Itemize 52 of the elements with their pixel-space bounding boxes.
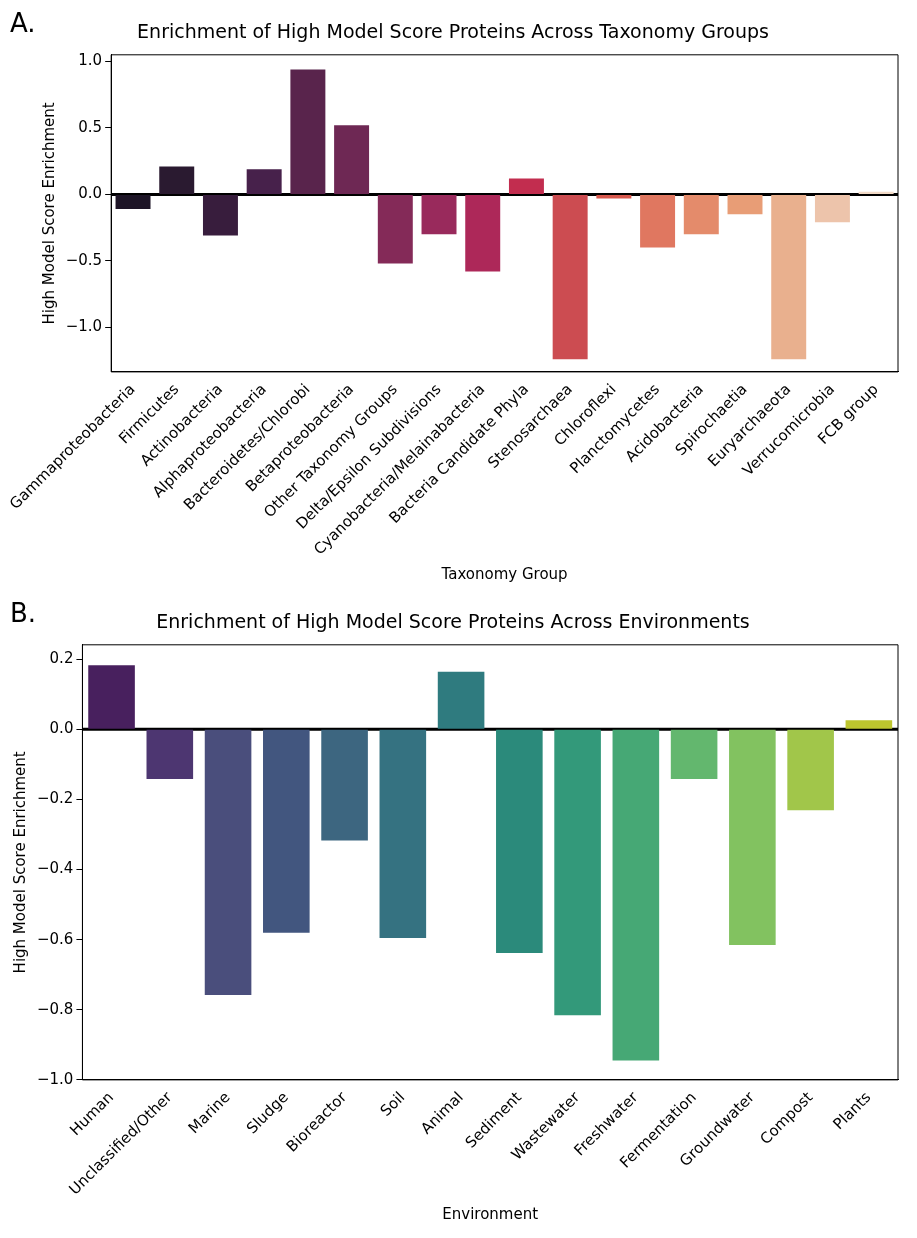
bar xyxy=(858,191,894,194)
bar xyxy=(246,169,282,194)
chart-title: Enrichment of High Model Score Proteins Across Environments xyxy=(156,610,750,633)
bar xyxy=(88,665,135,729)
bar xyxy=(204,729,252,996)
y-tick-label: 1.0 xyxy=(78,51,103,70)
bar xyxy=(496,729,543,953)
bar xyxy=(640,194,676,248)
bar xyxy=(683,194,719,235)
text: B. xyxy=(10,598,37,628)
bar xyxy=(321,729,368,841)
bar xyxy=(437,671,485,729)
bar xyxy=(377,194,413,264)
y-tick-label: −0.6 xyxy=(36,929,74,948)
bar xyxy=(379,729,427,938)
bar xyxy=(787,729,834,811)
x-tick-label: Soil xyxy=(376,1088,409,1120)
y-tick-label: −0.2 xyxy=(36,789,74,808)
x-axis-title: Taxonomy Group xyxy=(440,564,568,583)
bar xyxy=(670,729,718,780)
bar xyxy=(554,729,601,1016)
y-tick-label: −1.0 xyxy=(36,1069,74,1088)
y-tick-label: 0.0 xyxy=(78,184,103,203)
y-tick-label: −0.4 xyxy=(36,859,74,878)
bar xyxy=(115,194,151,210)
bar xyxy=(552,194,588,360)
bar xyxy=(202,194,238,236)
x-axis-title: Environment xyxy=(442,1204,539,1223)
chart-title: Enrichment of High Model Score Proteins Across Taxonomy Groups xyxy=(137,20,769,43)
bar xyxy=(263,729,310,933)
bar xyxy=(421,194,457,235)
bar xyxy=(771,194,807,360)
text: A. xyxy=(10,8,36,38)
bar xyxy=(508,178,544,194)
bar xyxy=(612,729,660,1061)
bar xyxy=(845,720,893,729)
y-tick-label: 0.0 xyxy=(49,719,74,738)
bar xyxy=(290,69,326,194)
y-axis-title: High Model Score Enrichment xyxy=(10,751,29,974)
bar xyxy=(814,194,850,223)
bar xyxy=(465,194,501,272)
bar xyxy=(146,729,194,780)
bar xyxy=(729,729,776,945)
y-axis-title: High Model Score Enrichment xyxy=(39,102,58,325)
y-tick-label: 0.5 xyxy=(78,117,103,136)
y-tick-label: −1.0 xyxy=(65,317,103,336)
y-tick-label: −0.5 xyxy=(65,250,103,269)
bar xyxy=(334,125,370,194)
bar xyxy=(159,166,195,194)
bar xyxy=(727,194,763,215)
y-tick-label: 0.2 xyxy=(49,649,74,668)
y-tick-label: −0.8 xyxy=(36,999,74,1018)
